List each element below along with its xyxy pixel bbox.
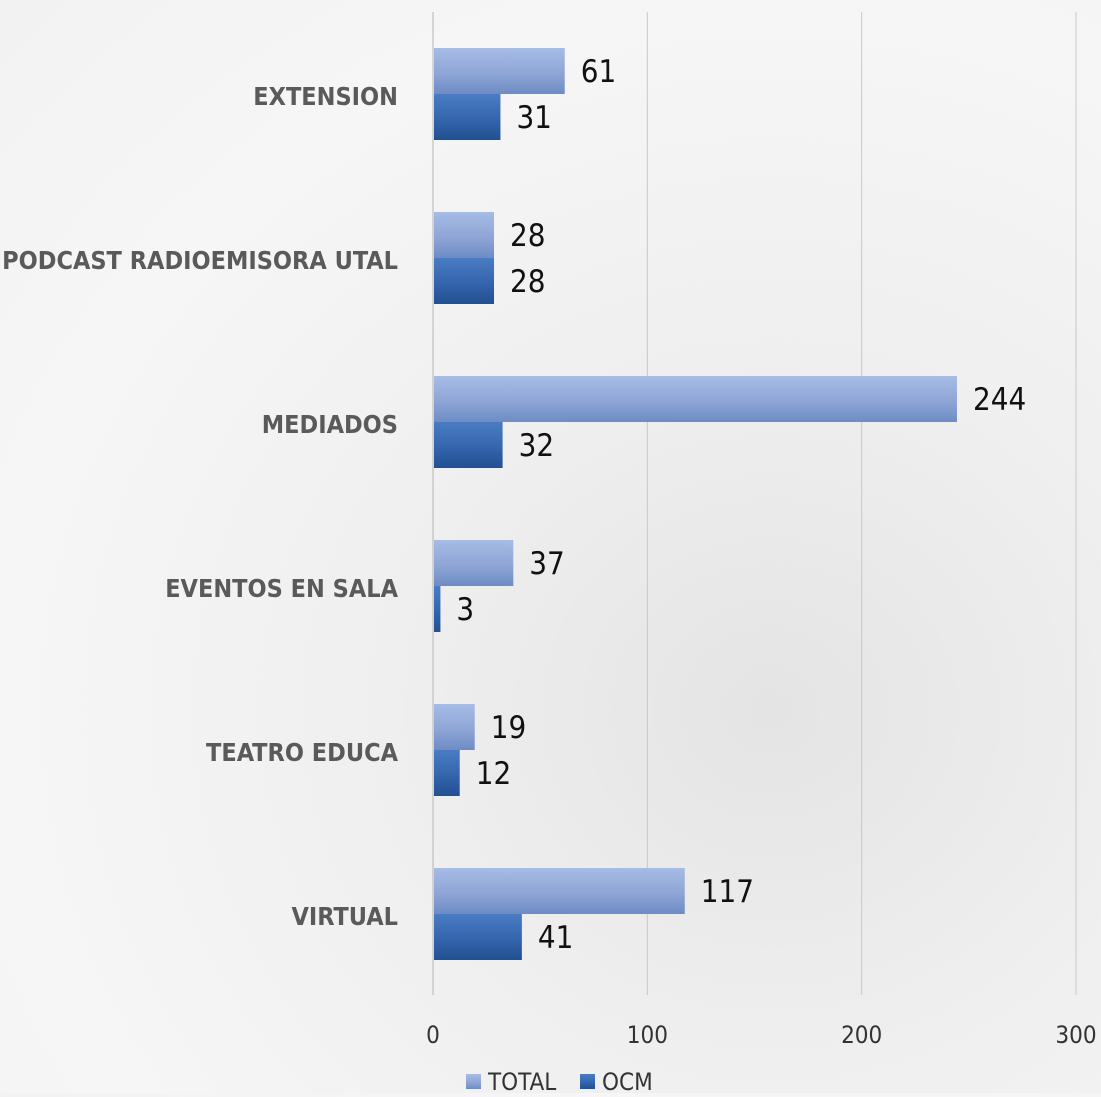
x-tick-label: 300 [1055, 1021, 1096, 1049]
legend-swatch-total [466, 1074, 481, 1089]
category-label: EVENTOS EN SALA [165, 574, 398, 603]
data-label: 41 [538, 920, 573, 956]
data-label: 19 [491, 710, 526, 746]
x-tick-label: 0 [426, 1021, 440, 1049]
bar-ocm-mediados [434, 422, 503, 468]
data-label: 3 [456, 592, 474, 628]
bar-ocm-extension [434, 94, 501, 140]
bar-ocm-podcast-radioemisora-utal [434, 258, 495, 304]
bar-total-podcast-radioemisora-utal [434, 212, 495, 258]
bar-ocm-teatro-educa [434, 750, 460, 796]
legend: TOTAL OCM [466, 1068, 653, 1096]
legend-swatch-ocm [580, 1074, 595, 1089]
bar-total-teatro-educa [434, 704, 475, 750]
data-label: 37 [529, 546, 564, 582]
data-label: 31 [516, 100, 551, 136]
bar-total-eventos-en-sala [434, 540, 514, 586]
bar-total-extension [434, 48, 565, 94]
category-label: TEATRO EDUCA [206, 738, 399, 767]
data-label: 32 [519, 428, 554, 464]
gridlines [432, 12, 1077, 995]
category-label: PODCAST RADIOEMISORA UTAL [2, 246, 398, 275]
category-label: EXTENSION [253, 82, 398, 111]
legend-label: TOTAL [487, 1068, 556, 1093]
bar-ocm-virtual [434, 914, 522, 960]
bar-total-virtual [434, 868, 685, 914]
x-tick-label: 100 [627, 1021, 668, 1049]
data-label: 28 [510, 264, 545, 300]
data-label: 28 [510, 218, 545, 254]
data-label: 117 [701, 874, 754, 910]
labels: 0 100 200 300 61 31 EXTENSION 28 28 PODCAST RADIO… [2, 54, 1096, 1049]
bars [434, 48, 957, 960]
data-label: 244 [973, 382, 1026, 418]
legend-label: OCM [602, 1068, 653, 1093]
bar-ocm-eventos-en-sala [434, 586, 441, 632]
data-label: 12 [476, 756, 511, 792]
category-label: MEDIADOS [262, 410, 398, 439]
category-label: VIRTUAL [291, 902, 398, 931]
x-tick-label: 200 [841, 1021, 882, 1049]
data-label: 61 [581, 54, 616, 90]
bar-total-mediados [434, 376, 957, 422]
